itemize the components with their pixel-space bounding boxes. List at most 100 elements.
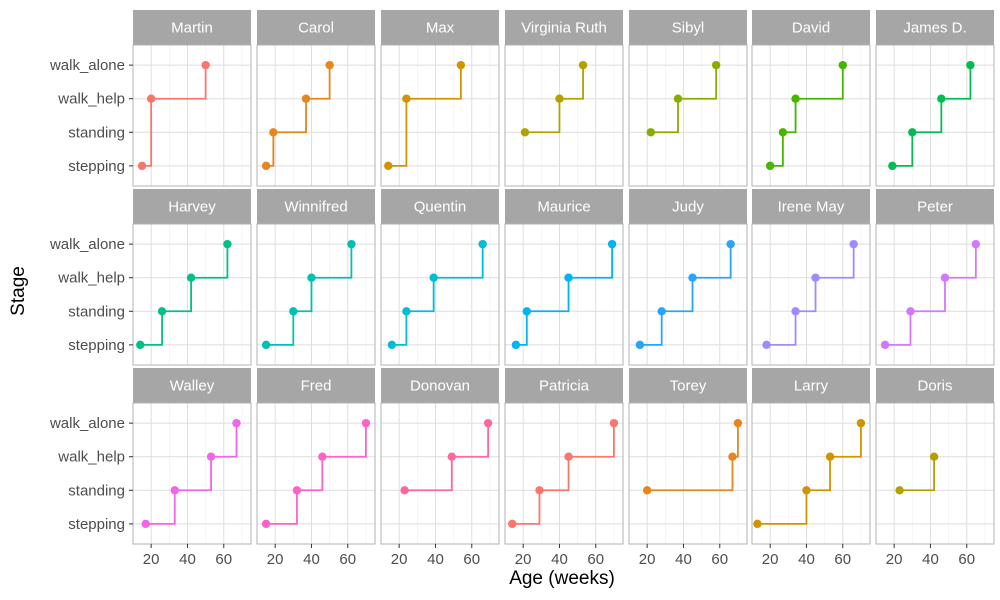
facet-label: Quentin (414, 199, 467, 216)
data-point (609, 418, 619, 428)
series-line (639, 244, 732, 346)
facet-strip (505, 10, 623, 45)
facet-panel: Donovan (380, 368, 500, 545)
facet-strip (133, 189, 251, 224)
series-line (266, 423, 367, 525)
facet-panel: Max (380, 10, 500, 187)
facet-strip (752, 10, 870, 45)
facet-label: James D. (903, 20, 966, 37)
data-point (318, 452, 327, 461)
facet-label: Fred (301, 378, 332, 395)
facet-strip (505, 368, 623, 403)
data-point (791, 94, 800, 103)
series-line (766, 244, 855, 346)
x-tick-label: 20 (143, 551, 160, 568)
data-point (971, 239, 981, 249)
panel-background (629, 45, 747, 186)
facet-strip (257, 189, 375, 224)
panel-border (380, 223, 500, 366)
data-point (966, 60, 975, 70)
x-tick-label: 20 (886, 551, 903, 568)
series-line (515, 244, 614, 346)
panel-background (381, 403, 499, 544)
y-tick-label: walk_alone (49, 57, 125, 74)
panel-border (751, 402, 871, 545)
facet-label: Doris (917, 378, 952, 395)
series-line (899, 456, 935, 492)
data-point (292, 486, 302, 495)
panel-background (752, 403, 870, 544)
data-point (657, 307, 666, 316)
data-point (564, 273, 573, 282)
facet-panel: Peter (875, 189, 995, 366)
panel-border (380, 402, 500, 545)
data-point (136, 340, 145, 350)
data-point (186, 273, 196, 282)
data-point (201, 60, 210, 70)
panel-background (257, 403, 375, 544)
panel-border (504, 402, 624, 545)
panel-border (256, 402, 376, 545)
facet-label: David (792, 20, 830, 37)
data-point (157, 307, 167, 316)
facet-panel: Quentin (380, 189, 500, 366)
data-point (906, 307, 915, 316)
y-tick-label: walk_alone (49, 236, 125, 253)
data-point (170, 486, 179, 495)
x-tick-label: 20 (267, 551, 284, 568)
x-tick-label: 40 (551, 551, 568, 568)
facet-panel: Virginia Ruth (504, 10, 624, 187)
data-point (646, 128, 655, 137)
data-point (387, 340, 397, 350)
panel-border (132, 402, 252, 545)
facet-panel: Harvey (132, 189, 252, 366)
panel-border (132, 44, 252, 187)
facet-panel: Maurice (504, 189, 624, 366)
data-point (361, 418, 371, 428)
series-line (757, 423, 862, 525)
facet-panel: Walley (132, 368, 252, 545)
data-point (940, 273, 950, 282)
facet-panel: Doris (875, 368, 995, 545)
data-point (635, 340, 645, 350)
x-tick-label: 60 (711, 551, 728, 568)
data-point (607, 239, 617, 249)
y-tick-label: standing (68, 303, 125, 320)
facet-strip (876, 10, 994, 45)
data-point (307, 273, 316, 282)
data-point (137, 161, 147, 171)
y-tick-label: stepping (68, 337, 125, 354)
data-point (232, 418, 241, 428)
panel-background (505, 224, 623, 365)
data-point (511, 340, 521, 350)
y-tick-label: standing (68, 124, 125, 141)
facet-label: Harvey (168, 199, 216, 216)
x-tick-label: 60 (834, 551, 851, 568)
data-point (753, 519, 762, 529)
x-tick-label: 60 (215, 551, 232, 568)
data-point (289, 307, 298, 316)
x-tick-label: 60 (958, 551, 975, 568)
facet-label: Max (426, 20, 455, 37)
facet-strip (876, 189, 994, 224)
data-point (937, 94, 946, 103)
data-point (673, 94, 683, 103)
data-point (206, 452, 216, 461)
facet-strip (752, 189, 870, 224)
data-point (688, 273, 697, 282)
panel-border (504, 44, 624, 187)
x-tick-label: 40 (303, 551, 320, 568)
facet-label: Sibyl (672, 20, 705, 37)
facet-panels: Martin Carol Max Virginia Ruth Sibyl David Jam… (132, 10, 995, 545)
data-point (802, 486, 811, 495)
data-point (402, 307, 411, 316)
data-point (555, 94, 564, 103)
panel-background (876, 45, 994, 186)
data-point (483, 418, 493, 428)
data-point (564, 452, 573, 461)
data-point (261, 161, 271, 171)
series-line (140, 244, 229, 346)
facet-strip (133, 10, 251, 45)
facet-panel: Winnifred (256, 189, 376, 366)
